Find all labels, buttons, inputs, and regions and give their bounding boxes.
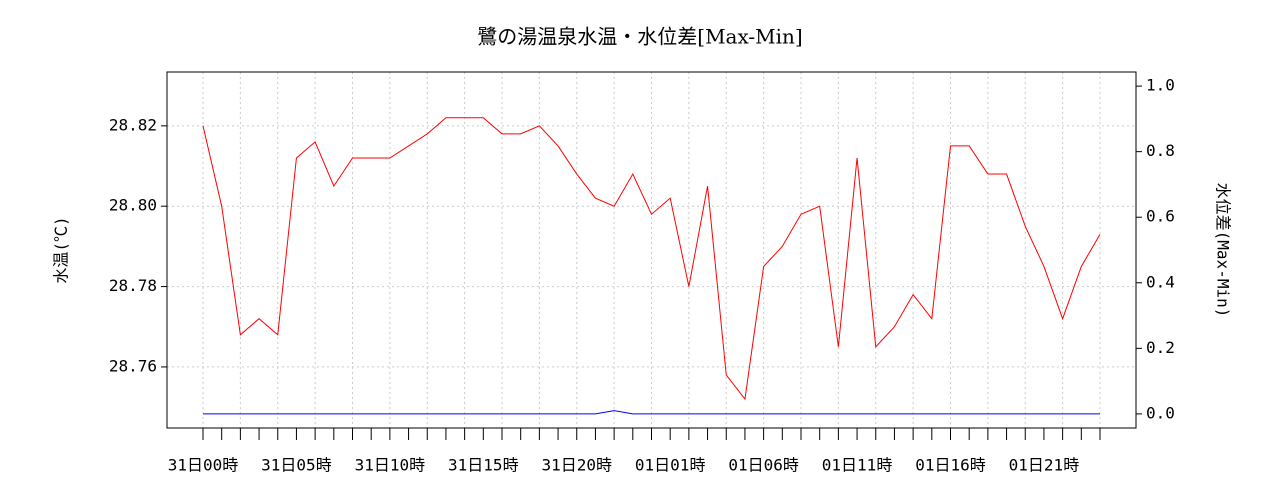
x-tick-label: 01日06時 (728, 456, 799, 475)
x-tick-label: 01日01時 (635, 456, 706, 475)
y2-tick-label: 0.4 (1146, 272, 1175, 291)
series-line (202, 117, 1101, 401)
x-tick-label: 31日10時 (355, 456, 426, 475)
x-tick-label: 01日21時 (1009, 456, 1080, 475)
y2-tick-label: 1.0 (1146, 76, 1175, 95)
x-tick-label: 01日11時 (822, 456, 893, 475)
y2-tick-label: 0.8 (1146, 141, 1175, 160)
y-tick-label: 28.82 (109, 115, 157, 134)
chart-title: 鷺の湯温泉水温・水位差[Max-Min] (477, 25, 802, 49)
y2-axis-title: 水位差(Max-Min) (1214, 183, 1233, 318)
x-tick-label: 31日20時 (541, 456, 612, 475)
x-tick-label: 31日15時 (448, 456, 519, 475)
x-tick-label: 31日00時 (168, 456, 239, 475)
y2-tick-label: 0.0 (1146, 403, 1175, 422)
y-axis-title: 水温(℃) (52, 216, 71, 283)
y-tick-label: 28.78 (109, 276, 157, 295)
y2-tick-label: 0.2 (1146, 338, 1175, 357)
y-tick-label: 28.76 (109, 356, 157, 375)
y-tick-label: 28.80 (109, 196, 157, 215)
series-line (203, 410, 1100, 415)
y2-tick-label: 0.6 (1146, 207, 1175, 226)
x-tick-label: 31日05時 (261, 456, 332, 475)
x-tick-label: 01日16時 (915, 456, 986, 475)
